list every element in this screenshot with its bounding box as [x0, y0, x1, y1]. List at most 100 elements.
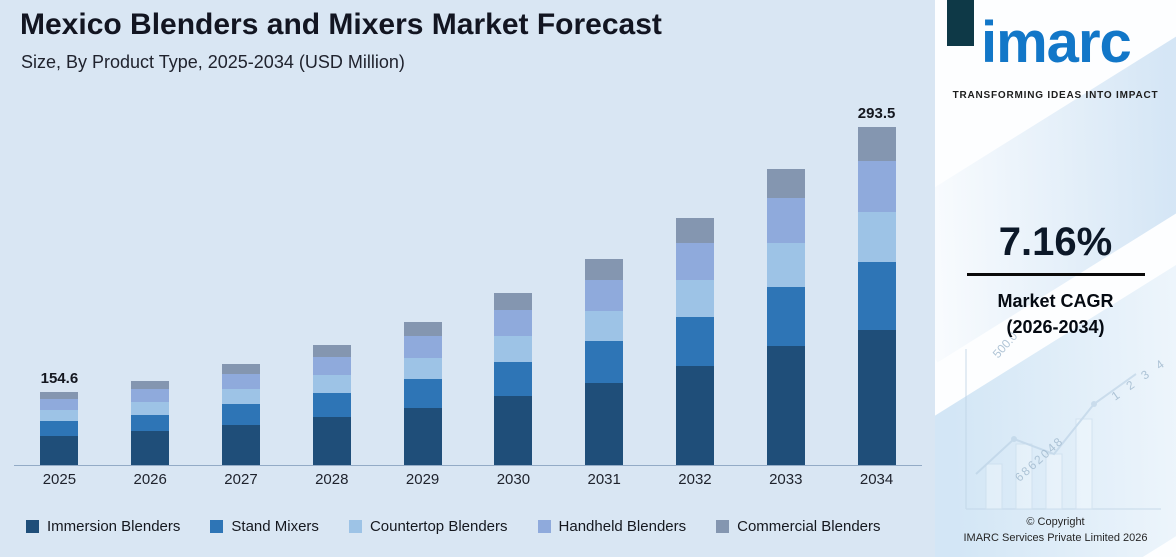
bar-2030: [494, 293, 533, 465]
segment-handheld-blenders: [857, 160, 896, 212]
bar-value-label: 154.6: [40, 370, 79, 387]
bar-column-2027: [196, 105, 287, 465]
bar-column-2028: [286, 105, 377, 465]
segment-stand-mixers: [40, 421, 79, 436]
x-axis-label: 2030: [496, 471, 531, 488]
x-axis-label: 2033: [769, 471, 803, 488]
segment-handheld-blenders: [403, 336, 442, 358]
cagr-block: 7.16% Market CAGR (2026-2034): [935, 220, 1176, 340]
segment-countertop-blenders: [857, 211, 896, 263]
segment-commercial-blenders: [675, 218, 714, 244]
segment-immersion-blenders: [221, 424, 260, 465]
segment-immersion-blenders: [857, 329, 896, 465]
x-axis-label: 2029: [405, 471, 440, 488]
x-axis-label: 2034: [859, 471, 894, 488]
segment-stand-mixers: [585, 341, 624, 383]
segment-immersion-blenders: [403, 407, 442, 465]
bar-2033: [766, 168, 805, 465]
segment-commercial-blenders: [221, 364, 260, 375]
chart-subtitle: Size, By Product Type, 2025-2034 (USD Mi…: [21, 52, 405, 72]
bar-2025: [40, 392, 79, 465]
segment-countertop-blenders: [40, 410, 79, 422]
bar-column-2033: [740, 105, 831, 465]
copyright-line1: © Copyright: [1026, 516, 1085, 529]
segment-immersion-blenders: [40, 435, 79, 465]
segment-stand-mixers: [675, 317, 714, 367]
bar-2032: [675, 218, 714, 465]
segment-immersion-blenders: [312, 416, 351, 465]
bar-2034: [857, 127, 896, 465]
chart-panel: Mexico Blenders and Mixers Market Foreca…: [0, 0, 935, 557]
bar-column-2026: [105, 105, 196, 465]
segment-immersion-blenders: [585, 382, 624, 465]
segment-commercial-blenders: [585, 259, 624, 280]
x-axis-labels: 2025 2026 2027 2028 2029 2030 2031 2032 2033 2034: [14, 471, 922, 488]
cagr-label-line1: Market CAGR: [997, 291, 1114, 311]
segment-stand-mixers: [312, 392, 351, 417]
legend-item-handheld-blenders: Handheld Blenders: [537, 518, 686, 535]
legend-item-immersion-blenders: Immersion Blenders: [26, 518, 180, 535]
segment-handheld-blenders: [585, 279, 624, 311]
segment-commercial-blenders: [131, 381, 170, 390]
segment-immersion-blenders: [131, 431, 170, 465]
legend-swatch-icon: [26, 520, 39, 533]
cagr-underline: [966, 273, 1145, 276]
segment-stand-mixers: [766, 287, 805, 347]
segment-stand-mixers: [221, 404, 260, 425]
segment-countertop-blenders: [221, 389, 260, 405]
x-axis-label: 2031: [587, 471, 621, 488]
legend-label: Immersion Blenders: [47, 518, 181, 535]
legend-item-commercial-blenders: Commercial Blenders: [716, 518, 881, 535]
x-axis-label: 2025: [42, 471, 77, 488]
segment-countertop-blenders: [675, 280, 714, 318]
segment-commercial-blenders: [312, 345, 351, 357]
segment-countertop-blenders: [585, 310, 624, 342]
imarc-logo-mark-icon: [947, 0, 974, 46]
bar-2027: [221, 364, 260, 465]
bar-column-2032: [650, 105, 741, 465]
segment-handheld-blenders: [675, 243, 714, 281]
bar-column-2029: [377, 105, 468, 465]
legend-swatch-icon: [210, 520, 224, 533]
segment-countertop-blenders: [494, 336, 533, 362]
segment-commercial-blenders: [403, 322, 442, 337]
cagr-label-line2: (2026-2034): [1006, 317, 1105, 338]
segment-commercial-blenders: [857, 127, 896, 161]
segment-countertop-blenders: [766, 242, 805, 288]
legend-label: Countertop Blenders: [369, 518, 508, 535]
segment-stand-mixers: [857, 262, 896, 330]
legend-swatch-icon: [537, 520, 551, 533]
bar-2026: [131, 381, 170, 465]
segment-stand-mixers: [131, 414, 170, 432]
legend-swatch-icon: [348, 520, 362, 533]
x-axis-label: 2027: [224, 471, 258, 488]
bar-2028: [312, 345, 351, 465]
x-axis-label: 2026: [133, 471, 167, 488]
copyright-notice: © Copyright IMARC Services Private Limit…: [935, 515, 1176, 547]
cagr-value: 7.16%: [998, 220, 1113, 264]
segment-handheld-blenders: [766, 198, 805, 243]
chart-legend: Immersion Blenders Stand Mixers Countertop…: [26, 518, 928, 535]
imarc-tagline: TRANSFORMING IDEAS INTO IMPACT: [952, 90, 1159, 101]
bar-2031: [585, 259, 624, 465]
x-axis-line: [14, 465, 922, 466]
bar-2029: [403, 322, 442, 465]
segment-countertop-blenders: [312, 374, 351, 393]
legend-swatch-icon: [716, 520, 730, 533]
chart-title: Mexico Blenders and Mixers Market Foreca…: [20, 8, 662, 41]
bar-column-2031: [559, 105, 650, 465]
segment-immersion-blenders: [675, 366, 714, 465]
segment-countertop-blenders: [403, 357, 442, 380]
segment-immersion-blenders: [494, 396, 533, 465]
bar-column-2025: 154.6: [14, 105, 105, 465]
segment-immersion-blenders: [766, 346, 805, 465]
legend-item-countertop-blenders: Countertop Blenders: [348, 518, 508, 535]
segment-countertop-blenders: [131, 402, 170, 415]
x-axis-label: 2028: [315, 471, 349, 488]
decorative-chart-art: [965, 349, 1161, 510]
imarc-logo: imarc: [981, 10, 1132, 75]
legend-item-stand-mixers: Stand Mixers: [210, 518, 319, 535]
legend-label: Commercial Blenders: [737, 518, 881, 535]
segment-commercial-blenders: [494, 293, 533, 311]
bar-value-label: 293.5: [857, 105, 896, 122]
